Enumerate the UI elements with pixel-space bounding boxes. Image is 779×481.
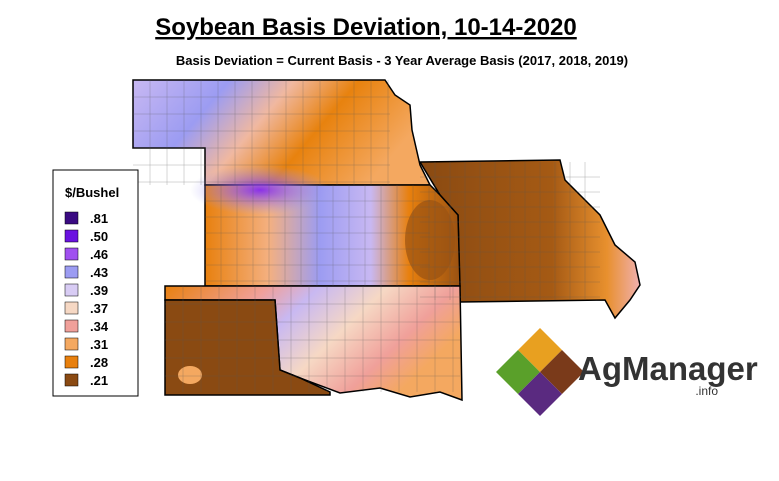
logo-tile xyxy=(518,372,562,416)
legend-label: .31 xyxy=(90,337,108,352)
logo: AgManager .info xyxy=(496,328,758,416)
logo-suffix: .info xyxy=(695,384,718,398)
legend-items: .81 .50 .46 .43 .39 .37 .34 .31 .28 .21 xyxy=(64,211,109,388)
legend-swatch xyxy=(64,211,79,225)
legend-swatch xyxy=(64,319,79,333)
legend-swatch xyxy=(64,373,79,387)
title: Soybean Basis Deviation, 10-14-2020 xyxy=(155,14,577,41)
purple-area xyxy=(190,165,330,215)
legend-swatch xyxy=(64,229,79,243)
legend-label: .28 xyxy=(90,355,108,370)
legend-label: .46 xyxy=(90,247,108,262)
legend-swatch xyxy=(64,247,79,261)
legend-swatch xyxy=(64,337,79,351)
orange-spot xyxy=(178,366,202,384)
brown-area xyxy=(405,200,455,280)
legend-title: $/Bushel xyxy=(65,185,119,200)
legend-label: .21 xyxy=(90,373,108,388)
logo-name: AgManager xyxy=(578,350,758,387)
legend-swatch xyxy=(64,283,79,297)
legend-swatch xyxy=(64,355,79,369)
county-grid xyxy=(133,80,600,392)
legend-label: .34 xyxy=(90,319,109,334)
legend-label: .50 xyxy=(90,229,108,244)
legend-label: .81 xyxy=(90,211,108,226)
legend-swatch xyxy=(64,301,79,315)
legend-label: .39 xyxy=(90,283,108,298)
texas-panhandle xyxy=(164,299,331,396)
legend-label: .37 xyxy=(90,301,108,316)
legend-label: .43 xyxy=(90,265,108,280)
subtitle: Basis Deviation = Current Basis - 3 Year… xyxy=(176,53,628,68)
legend-swatch xyxy=(64,265,79,279)
